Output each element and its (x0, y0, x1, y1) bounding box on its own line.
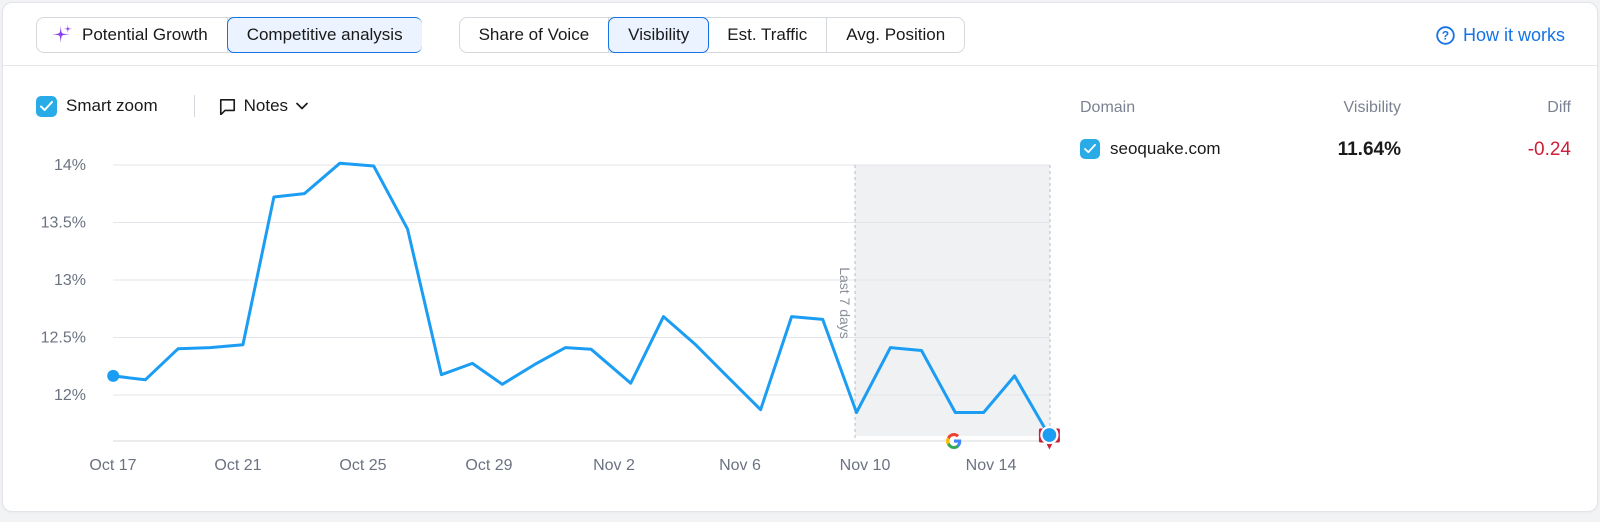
svg-text:Oct 17: Oct 17 (89, 457, 136, 474)
svg-text:?: ? (1442, 28, 1449, 42)
svg-text:14%: 14% (54, 157, 86, 174)
svg-text:13%: 13% (54, 272, 86, 289)
svg-text:Oct 25: Oct 25 (339, 457, 386, 474)
svg-text:Last 7 days: Last 7 days (837, 267, 853, 339)
svg-text:Nov 10: Nov 10 (840, 457, 891, 474)
svg-text:Nov 2: Nov 2 (593, 457, 635, 474)
svg-text:Nov 14: Nov 14 (966, 457, 1017, 474)
svg-text:12.5%: 12.5% (41, 330, 86, 347)
svg-text:12%: 12% (54, 387, 86, 404)
svg-text:13.5%: 13.5% (41, 215, 86, 232)
svg-text:Nov 6: Nov 6 (719, 457, 761, 474)
svg-text:Oct 29: Oct 29 (465, 457, 512, 474)
svg-text:Oct 21: Oct 21 (214, 457, 261, 474)
